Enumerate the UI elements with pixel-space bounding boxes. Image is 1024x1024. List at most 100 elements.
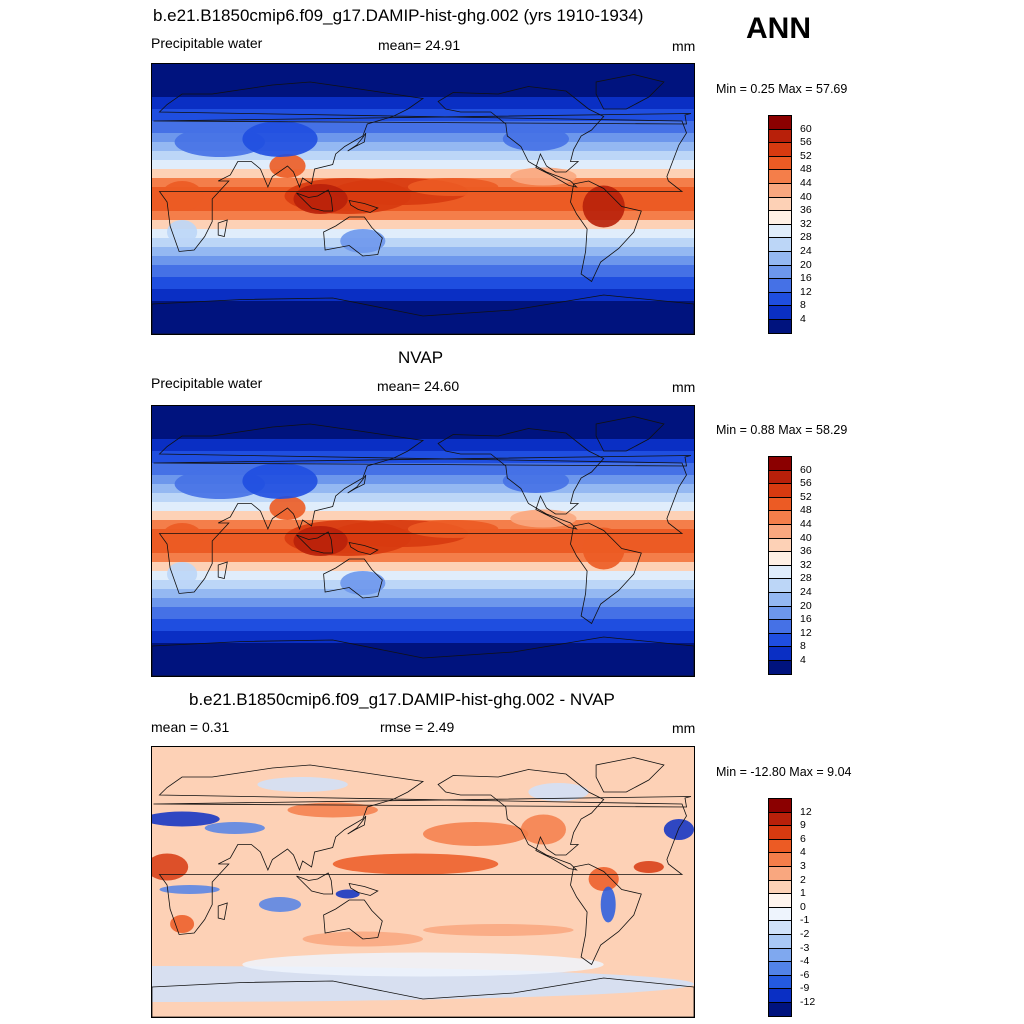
colorbar-swatch <box>768 319 792 334</box>
panel-1-units: mm <box>672 38 696 54</box>
colorbar-tick-label: 16 <box>800 613 812 626</box>
colorbar-tick-label: 56 <box>800 136 812 149</box>
coastlines <box>152 74 694 334</box>
colorbar-swatch <box>768 115 792 130</box>
colorbar-swatch <box>768 811 792 827</box>
panel-3-map <box>151 746 695 1018</box>
colorbar-tick-label: 16 <box>800 272 812 285</box>
colorbar-tick-label: 44 <box>800 518 812 530</box>
colorbar-swatch <box>768 469 792 485</box>
colorbar-swatch <box>768 947 792 963</box>
colorbar-tick-label: 36 <box>800 545 812 558</box>
colorbar-tick-label: 40 <box>800 190 812 203</box>
colorbar-swatch <box>768 264 792 280</box>
colorbar-tick-label: 20 <box>800 258 812 271</box>
colorbar-swatch <box>768 456 792 471</box>
colorbar-tick-label: 48 <box>800 163 812 176</box>
colorbar-swatch <box>768 169 792 184</box>
colorbar-swatch <box>768 961 792 976</box>
panel-3-title: b.e21.B1850cmip6.f09_g17.DAMIP-hist-ghg.… <box>189 690 615 709</box>
colorbar-swatch <box>768 496 792 512</box>
colorbar-swatch <box>768 646 792 661</box>
colorbar-tick-label: 12 <box>800 285 812 298</box>
colorbar-swatch <box>768 632 792 648</box>
colorbar-tick-label: 32 <box>800 217 812 230</box>
colorbar-swatch <box>768 223 792 239</box>
colorbar-tick-label: -3 <box>800 941 810 954</box>
colorbar-tick-label: 4 <box>800 313 806 325</box>
colorbar-tick-label: 28 <box>800 572 812 585</box>
colorbar-swatch <box>768 305 792 320</box>
colorbar-swatch <box>768 510 792 525</box>
colorbar-swatch <box>768 838 792 854</box>
colorbar-tick-label: 60 <box>800 122 812 135</box>
colorbar-swatch <box>768 988 792 1003</box>
panel-1-variable-label: Precipitable water <box>151 35 263 51</box>
colorbar-swatch <box>768 1002 792 1017</box>
colorbar-swatch <box>768 605 792 621</box>
colorbar-tick-label: 2 <box>800 873 806 886</box>
colorbar-tick-label: -6 <box>800 968 810 981</box>
colorbar-tick-label: -9 <box>800 982 810 995</box>
colorbar-swatch <box>768 155 792 171</box>
colorbar-swatch <box>768 906 792 922</box>
colorbar-tick-label: -4 <box>800 955 810 968</box>
colorbar-swatch <box>768 578 792 593</box>
colorbar-swatch <box>768 592 792 607</box>
colorbar-tick-label: 44 <box>800 177 812 189</box>
colorbar-swatch <box>768 551 792 566</box>
coastlines <box>152 757 694 1017</box>
panel-2-minmax: Min = 0.88 Max = 58.29 <box>716 423 848 437</box>
colorbar-tick-label: 52 <box>800 490 812 503</box>
panel-1-minmax: Min = 0.25 Max = 57.69 <box>716 82 848 96</box>
colorbar-tick-label: 24 <box>800 586 812 598</box>
panel-3-rmse: rmse = 2.49 <box>380 719 455 735</box>
colorbar-tick-label: 40 <box>800 531 812 544</box>
colorbar-swatch <box>768 619 792 634</box>
colorbar-tick-label: 48 <box>800 504 812 517</box>
season-label: ANN <box>746 12 811 45</box>
colorbar-swatch <box>768 879 792 895</box>
colorbar-swatch <box>768 852 792 867</box>
colorbar-swatch <box>768 142 792 157</box>
colorbar-swatch <box>768 237 792 252</box>
colorbar-swatch <box>768 196 792 212</box>
colorbar-swatch <box>768 278 792 293</box>
panel-3-units: mm <box>672 720 696 736</box>
panel-1-mean: mean= 24.91 <box>378 37 461 53</box>
colorbar-swatch <box>768 974 792 990</box>
colorbar-tick-label: 60 <box>800 463 812 476</box>
panel-2-title: NVAP <box>398 348 444 367</box>
panel-1-title: b.e21.B1850cmip6.f09_g17.DAMIP-hist-ghg.… <box>153 6 644 25</box>
colorbar-tick-label: 12 <box>800 626 812 639</box>
colorbar-tick-label: 52 <box>800 149 812 162</box>
colorbar-swatch <box>768 798 792 813</box>
panel-1-map <box>151 63 695 335</box>
colorbar-swatch <box>768 251 792 266</box>
colorbar-tick-label: 4 <box>800 654 806 666</box>
colorbar-tick-label: 1 <box>800 887 806 900</box>
colorbar-tick-label: -2 <box>800 928 810 940</box>
colorbar-tick-label: 8 <box>800 640 806 653</box>
colorbar-swatch <box>768 183 792 198</box>
colorbar-swatch <box>768 524 792 539</box>
panel-2-variable-label: Precipitable water <box>151 375 263 391</box>
colorbar-tick-label: -1 <box>800 914 810 927</box>
colorbar-tick-label: -12 <box>800 996 816 1008</box>
colorbar-swatch <box>768 893 792 908</box>
colorbar-tick-label: 6 <box>800 832 806 845</box>
panel-3-minmax: Min = -12.80 Max = 9.04 <box>716 765 852 779</box>
colorbar-tick-label: 9 <box>800 819 806 832</box>
colorbar-tick-label: 8 <box>800 299 806 312</box>
colorbar-tick-label: 56 <box>800 477 812 490</box>
colorbar-swatch <box>768 866 792 881</box>
colorbar-swatch <box>768 537 792 553</box>
colorbar-tick-label: 20 <box>800 599 812 612</box>
colorbar-tick-label: 12 <box>800 805 812 818</box>
colorbar-swatch <box>768 920 792 935</box>
panel-2-map <box>151 405 695 677</box>
colorbar-swatch <box>768 934 792 949</box>
colorbar-tick-label: 36 <box>800 204 812 217</box>
panel-2-units: mm <box>672 379 696 395</box>
colorbar-tick-label: 3 <box>800 860 806 872</box>
